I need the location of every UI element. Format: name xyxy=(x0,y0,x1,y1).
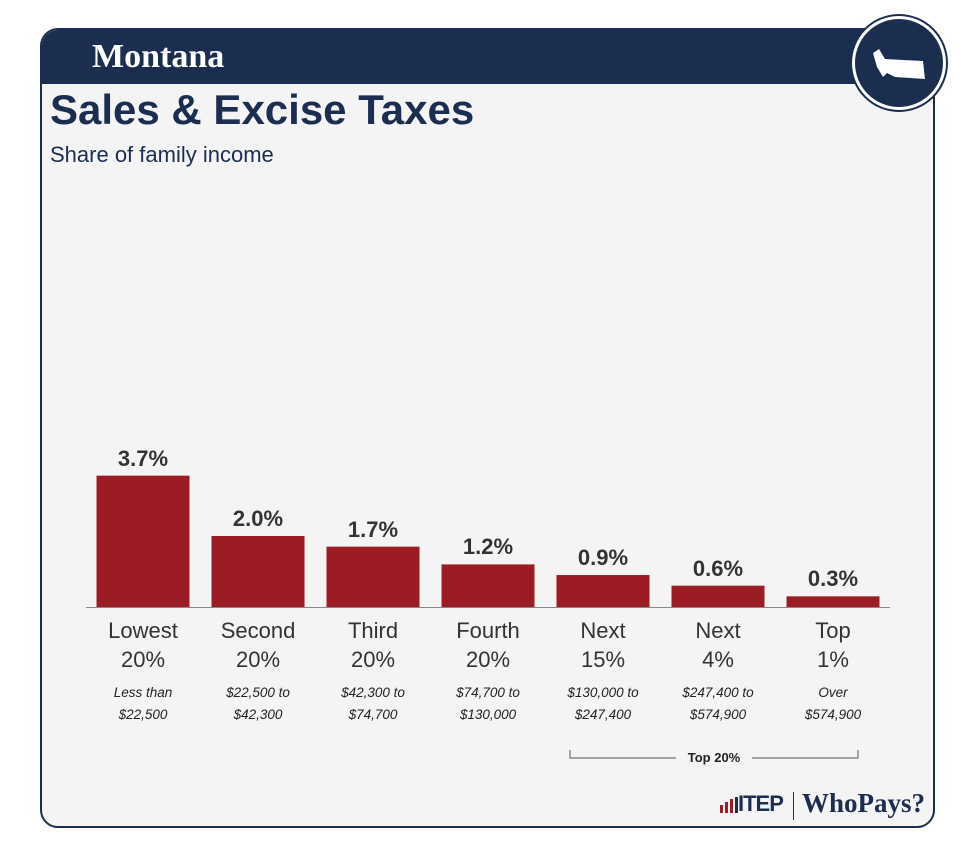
value-label: 1.7% xyxy=(347,516,399,542)
state-icon xyxy=(852,16,946,110)
state-name: Montana xyxy=(92,38,225,75)
category-label: Second 20% xyxy=(220,618,296,672)
income-range: Less than $22,500 xyxy=(113,685,173,722)
bracket xyxy=(569,750,859,759)
bar xyxy=(786,596,880,607)
bar xyxy=(96,475,190,607)
bar xyxy=(211,536,305,607)
chart-title: Sales & Excise Taxes xyxy=(50,86,475,133)
bar xyxy=(671,585,765,607)
state-shape xyxy=(873,49,925,79)
logo-bars xyxy=(720,797,738,813)
income-range: $74,700 to $130,000 xyxy=(456,685,520,722)
income-range: $42,300 to $74,700 xyxy=(341,685,405,722)
category-label: Next 15% xyxy=(580,618,626,672)
category-label: Next 4% xyxy=(695,618,741,672)
org-logo: ITEP xyxy=(738,791,784,816)
bar xyxy=(326,546,420,607)
logo-divider xyxy=(793,792,794,820)
category-label: Top 1% xyxy=(815,618,851,672)
income-range: $130,000 to $247,400 xyxy=(567,685,639,722)
card: Montana xyxy=(40,28,935,828)
bar xyxy=(556,575,650,607)
value-label: 2.0% xyxy=(232,506,284,531)
value-label: 1.2% xyxy=(462,534,514,560)
category-label: Third 20% xyxy=(347,618,399,672)
value-label: 0.9% xyxy=(577,545,629,571)
category-label: Fourth 20% xyxy=(456,618,520,672)
value-label: 0.3% xyxy=(807,566,859,592)
income-range: $247,400 to $574,900 xyxy=(682,685,754,722)
value-label: 3.7% xyxy=(117,445,169,471)
category-label: Lowest 20% xyxy=(108,618,178,672)
bar xyxy=(441,564,535,607)
brand-logo: WhoPays? xyxy=(802,788,926,818)
income-range: Over $574,900 xyxy=(804,685,862,722)
income-range: $22,500 to $42,300 xyxy=(226,685,290,722)
value-label: 0.6% xyxy=(692,555,744,581)
bracket-label: Top 20% xyxy=(681,750,747,765)
header-band xyxy=(42,30,933,84)
chart-subtitle: Share of family income xyxy=(50,142,274,167)
